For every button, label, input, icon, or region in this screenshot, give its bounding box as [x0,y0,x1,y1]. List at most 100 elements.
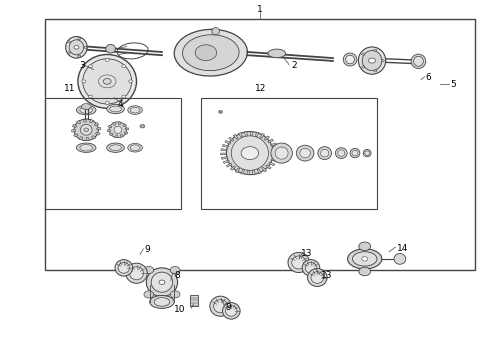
Ellipse shape [352,252,377,266]
Circle shape [368,58,375,63]
Ellipse shape [80,125,92,135]
Text: 13: 13 [301,249,313,258]
Polygon shape [270,143,277,146]
Polygon shape [108,125,112,128]
Ellipse shape [308,269,327,287]
Ellipse shape [359,242,370,251]
Circle shape [122,95,126,98]
Ellipse shape [311,272,324,283]
Ellipse shape [83,59,132,104]
Ellipse shape [222,303,240,319]
Ellipse shape [174,30,247,76]
Polygon shape [122,124,126,127]
Polygon shape [119,122,122,125]
Ellipse shape [110,145,122,150]
Polygon shape [125,128,129,130]
Polygon shape [230,166,236,170]
Ellipse shape [107,143,124,152]
Circle shape [122,65,126,68]
Circle shape [195,45,217,60]
Ellipse shape [78,54,137,108]
Polygon shape [239,132,243,137]
Ellipse shape [296,145,314,161]
Ellipse shape [74,119,98,140]
Polygon shape [109,133,113,136]
Ellipse shape [154,298,170,306]
Ellipse shape [110,106,122,112]
Circle shape [374,70,377,72]
Text: 11: 11 [64,84,76,93]
Ellipse shape [292,256,306,269]
Ellipse shape [231,136,269,170]
Ellipse shape [69,40,84,55]
Ellipse shape [144,291,154,298]
Text: 4: 4 [118,100,123,109]
Polygon shape [241,170,245,174]
Ellipse shape [318,147,331,159]
Polygon shape [112,122,116,125]
Polygon shape [115,135,118,138]
Ellipse shape [305,262,317,273]
Ellipse shape [411,54,426,68]
Circle shape [362,53,365,55]
Ellipse shape [109,122,127,138]
Polygon shape [74,134,78,137]
Ellipse shape [81,104,91,109]
Polygon shape [235,168,240,172]
Circle shape [78,55,81,57]
Ellipse shape [151,272,172,292]
Ellipse shape [114,126,122,134]
Ellipse shape [170,266,180,274]
Ellipse shape [106,44,116,53]
Ellipse shape [347,249,382,269]
Polygon shape [257,169,261,174]
Text: 9: 9 [145,246,150,255]
Polygon shape [262,167,267,172]
Ellipse shape [80,107,93,113]
Ellipse shape [363,149,371,157]
Polygon shape [72,130,75,132]
Circle shape [82,80,86,83]
Polygon shape [250,132,253,136]
Ellipse shape [115,260,133,276]
Ellipse shape [212,28,220,35]
Ellipse shape [288,252,310,273]
Ellipse shape [170,291,180,298]
Polygon shape [92,136,96,139]
Ellipse shape [302,260,320,276]
Ellipse shape [182,35,239,71]
Circle shape [362,66,365,68]
Polygon shape [271,159,277,162]
Circle shape [159,280,165,284]
Text: 8: 8 [174,270,180,279]
Polygon shape [247,170,249,175]
Ellipse shape [130,145,140,150]
Polygon shape [83,119,86,122]
Circle shape [105,58,109,61]
Ellipse shape [345,55,354,64]
Circle shape [68,52,71,54]
Ellipse shape [210,296,231,316]
Polygon shape [269,162,275,166]
Bar [190,295,198,306]
Text: 3: 3 [79,61,85,70]
Polygon shape [120,134,123,137]
Text: 12: 12 [255,84,266,93]
Polygon shape [273,155,279,158]
Polygon shape [222,144,228,148]
Polygon shape [72,125,77,127]
Bar [45,19,475,270]
Text: 14: 14 [396,244,408,253]
Circle shape [68,41,71,43]
Circle shape [362,257,368,261]
Ellipse shape [225,306,237,316]
Ellipse shape [394,253,406,264]
Text: 6: 6 [426,73,432,82]
Polygon shape [266,165,271,169]
Polygon shape [221,157,227,159]
Ellipse shape [107,104,124,114]
Text: 2: 2 [292,61,297,70]
Polygon shape [260,134,265,138]
Polygon shape [86,138,89,140]
Polygon shape [223,160,229,163]
